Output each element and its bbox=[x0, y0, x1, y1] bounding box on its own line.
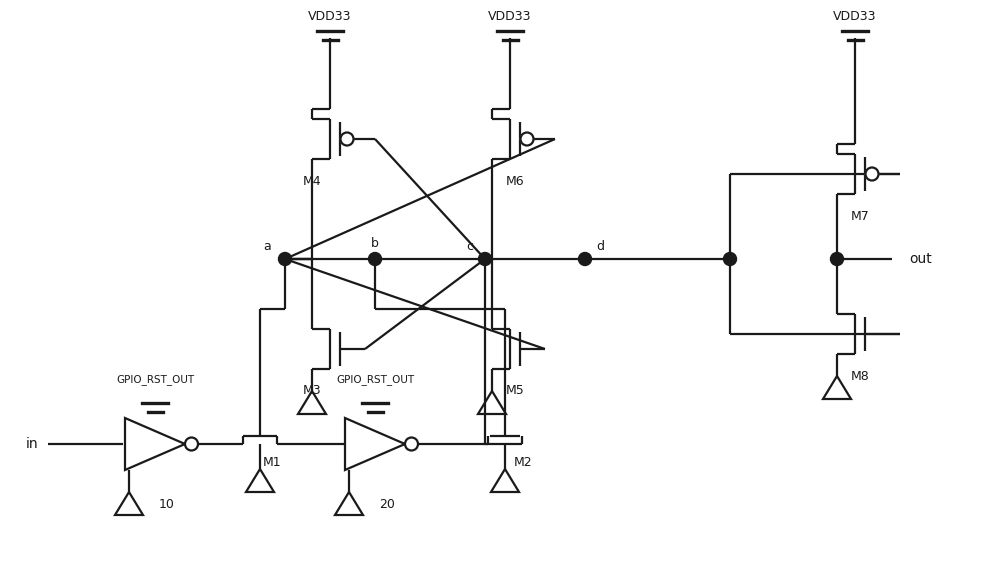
Circle shape bbox=[368, 253, 382, 266]
Text: out: out bbox=[909, 252, 932, 266]
Text: 10: 10 bbox=[159, 498, 175, 511]
Circle shape bbox=[479, 253, 492, 266]
Circle shape bbox=[866, 168, 879, 180]
Text: VDD33: VDD33 bbox=[488, 10, 532, 22]
Text: M5: M5 bbox=[506, 385, 524, 398]
Text: M4: M4 bbox=[303, 174, 321, 188]
Text: 20: 20 bbox=[379, 498, 395, 511]
Text: M1: M1 bbox=[263, 456, 281, 468]
Text: VDD33: VDD33 bbox=[308, 10, 352, 22]
Circle shape bbox=[520, 133, 534, 145]
Text: a: a bbox=[263, 239, 271, 253]
Text: GPIO_RST_OUT: GPIO_RST_OUT bbox=[116, 375, 194, 386]
Text: M8: M8 bbox=[851, 370, 869, 382]
Circle shape bbox=[341, 133, 354, 145]
Text: GPIO_RST_OUT: GPIO_RST_OUT bbox=[336, 375, 414, 386]
Text: M6: M6 bbox=[506, 174, 524, 188]
Circle shape bbox=[831, 253, 844, 266]
Circle shape bbox=[724, 253, 736, 266]
Text: c: c bbox=[466, 239, 474, 253]
Circle shape bbox=[405, 437, 418, 451]
Text: M2: M2 bbox=[514, 456, 532, 468]
Text: VDD33: VDD33 bbox=[833, 10, 877, 22]
Circle shape bbox=[578, 253, 592, 266]
Text: in: in bbox=[26, 437, 38, 451]
Text: b: b bbox=[371, 236, 379, 250]
Circle shape bbox=[185, 437, 198, 451]
Circle shape bbox=[278, 253, 292, 266]
Text: M3: M3 bbox=[303, 385, 321, 398]
Text: M7: M7 bbox=[851, 210, 869, 223]
Text: d: d bbox=[596, 239, 604, 253]
